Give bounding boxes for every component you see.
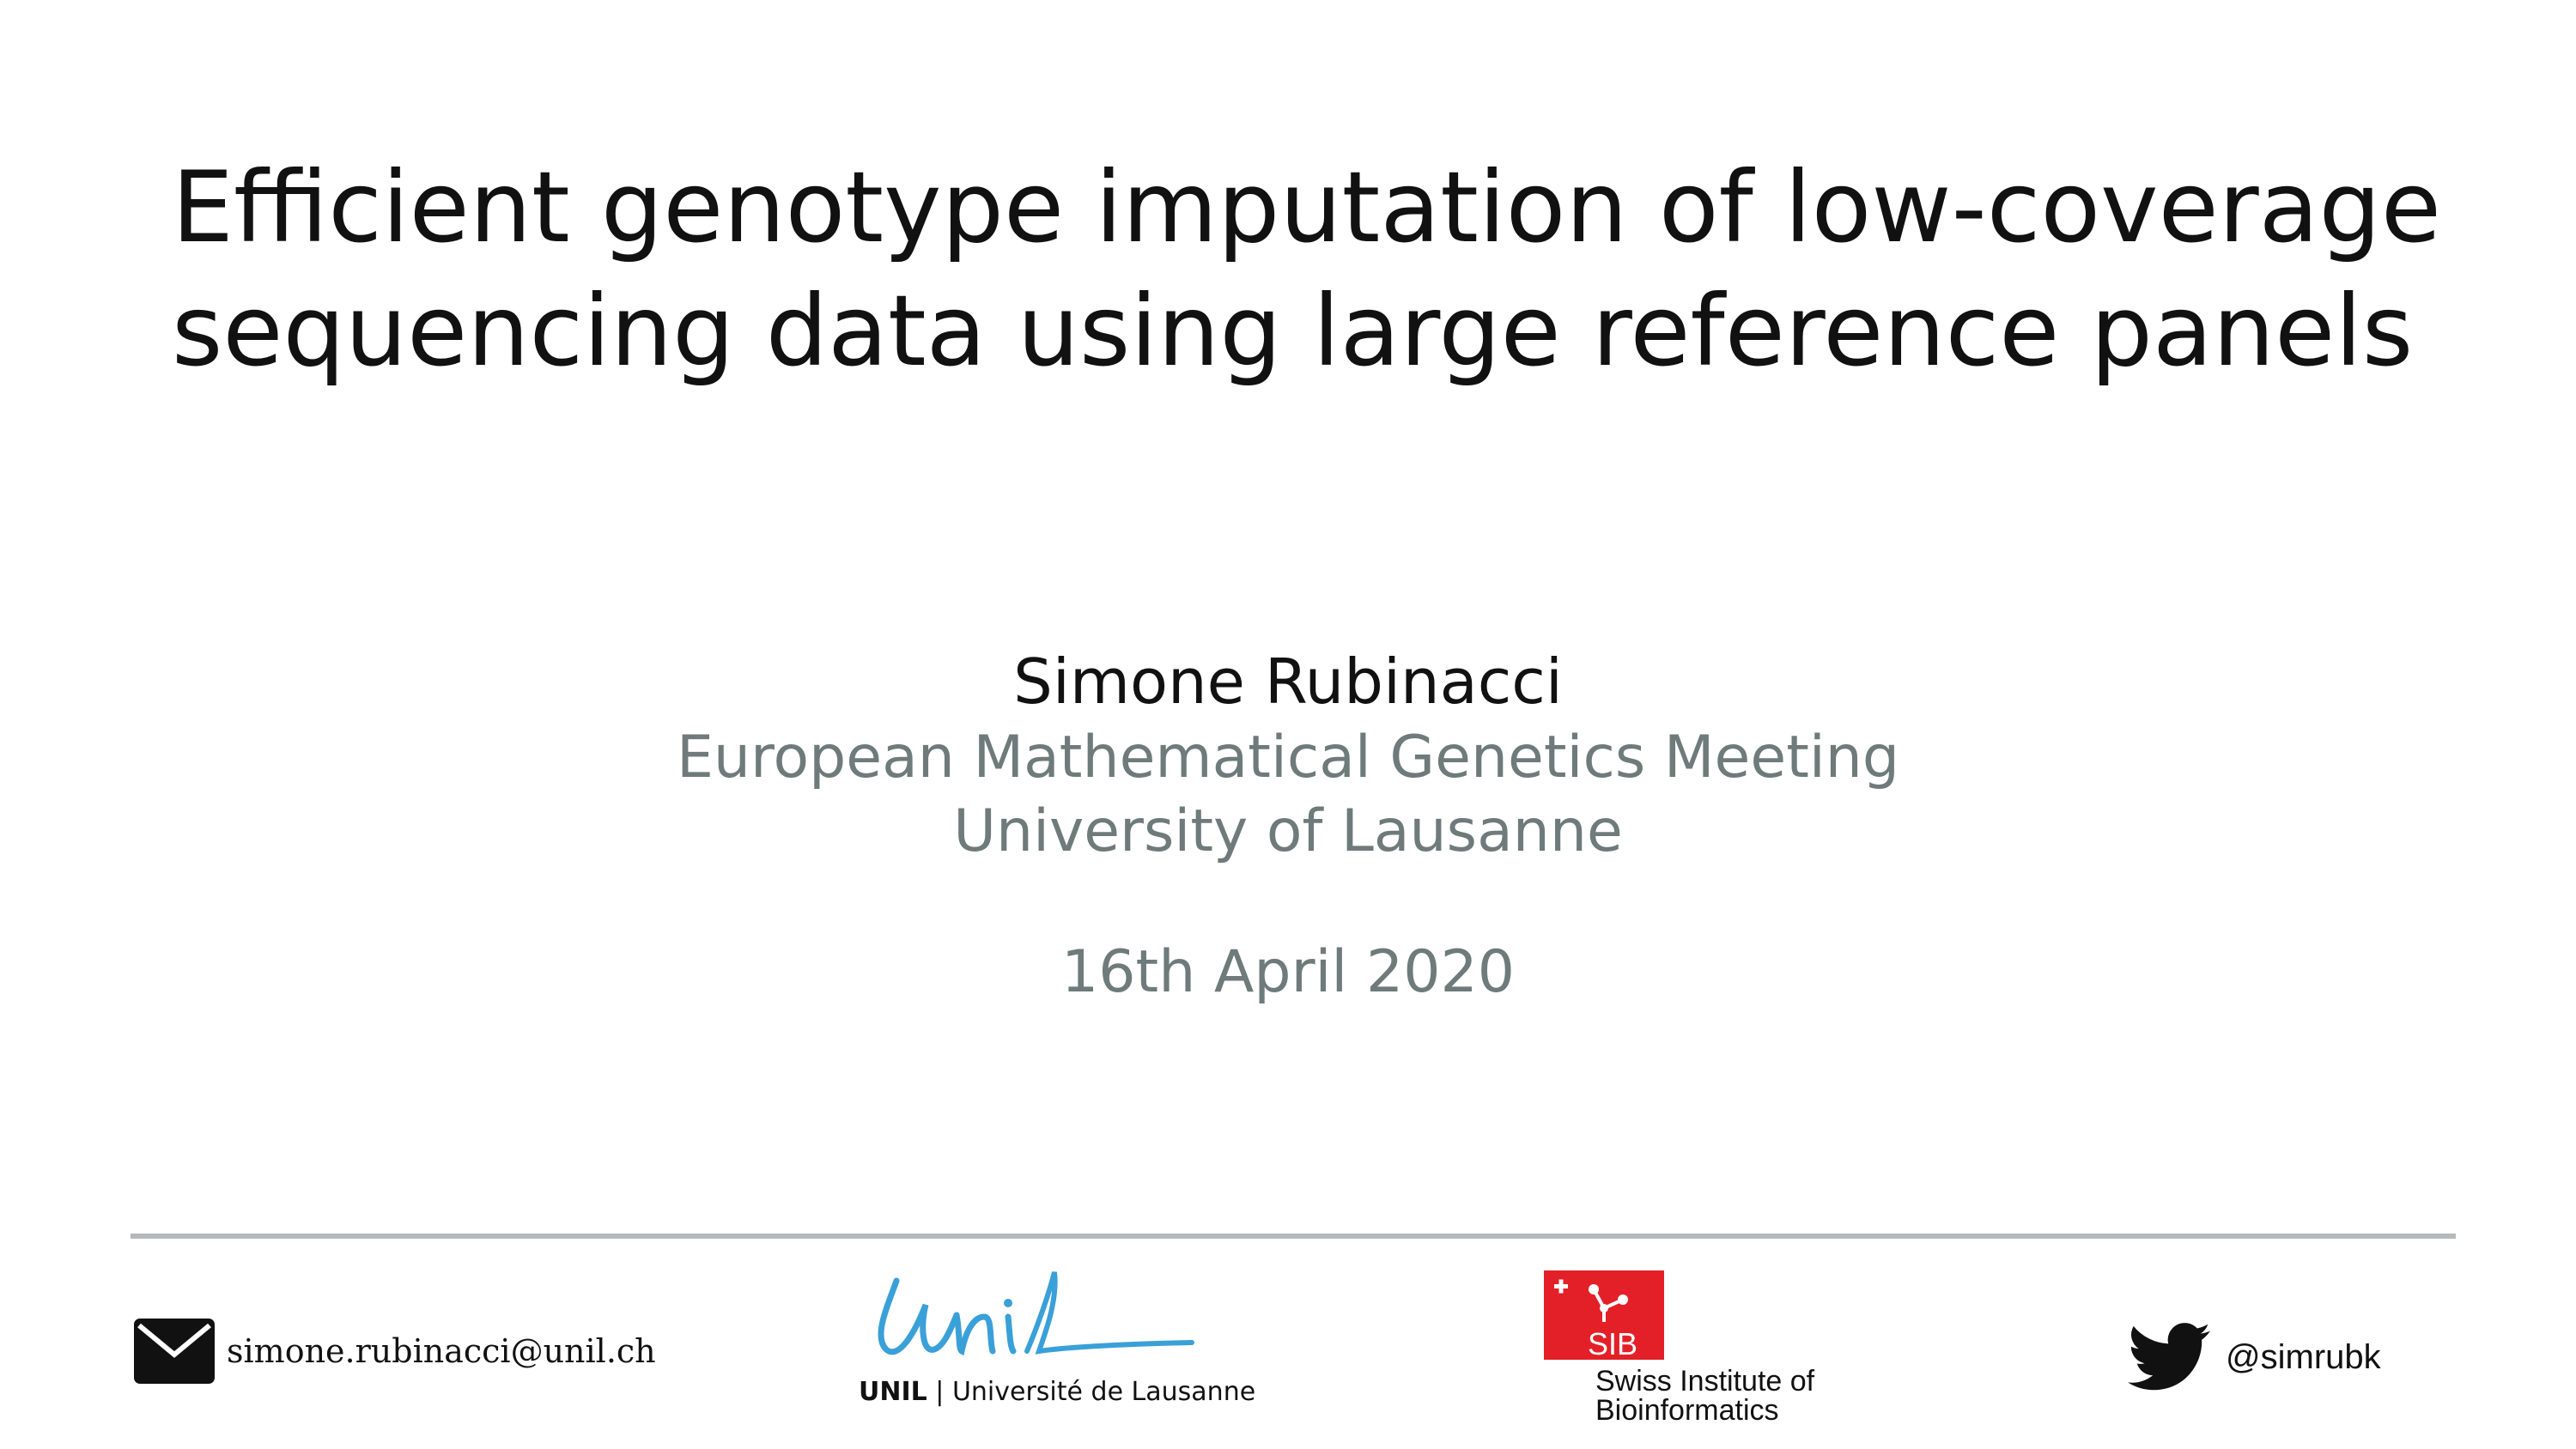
unil-caption: UNIL | Université de Lausanne [859, 1377, 1255, 1407]
twitter-handle[interactable]: @simrubk [2226, 1337, 2381, 1376]
title-line-2: sequencing data using large reference pa… [172, 274, 2414, 388]
author-block: Simone Rubinacci European Mathematical G… [515, 642, 2061, 1009]
unil-wordmark [878, 1271, 1194, 1356]
unil-separator: | [935, 1377, 945, 1407]
affiliation-meeting: European Mathematical Genetics Meeting [676, 724, 1900, 791]
unil-full-name: Université de Lausanne [951, 1377, 1256, 1407]
slide-title: Efficient genotype imputation of low-cov… [172, 146, 2441, 393]
sib-name-line-2: Bioinformatics [1595, 1394, 1779, 1427]
unil-logo: UNIL | Université de Lausanne [855, 1267, 1255, 1413]
unil-abbr: UNIL [859, 1377, 927, 1407]
presentation-date: 16th April 2020 [1061, 938, 1515, 1006]
svg-text:SIB: SIB [1588, 1326, 1637, 1360]
author-name: Simone Rubinacci [1013, 646, 1563, 718]
email-contact[interactable]: simone.rubinacci@unil.ch [134, 1315, 656, 1387]
affiliation-university: University of Lausanne [953, 797, 1623, 865]
email-address[interactable]: simone.rubinacci@unil.ch [227, 1332, 656, 1370]
sib-logo: SIB Swiss Institute of Bioinformatics [1544, 1270, 1836, 1425]
twitter-bird-icon [2128, 1323, 2210, 1391]
envelope-icon [134, 1319, 215, 1384]
footer-divider [131, 1234, 2456, 1239]
title-line-1: Efficient genotype imputation of low-cov… [172, 150, 2441, 264]
sib-emblem: SIB [1544, 1270, 1664, 1360]
sib-name-line-1: Swiss Institute of [1595, 1365, 1815, 1397]
sib-caption: Swiss Institute of Bioinformatics [1595, 1367, 1814, 1425]
twitter-contact[interactable]: @simrubk [2128, 1319, 2381, 1396]
